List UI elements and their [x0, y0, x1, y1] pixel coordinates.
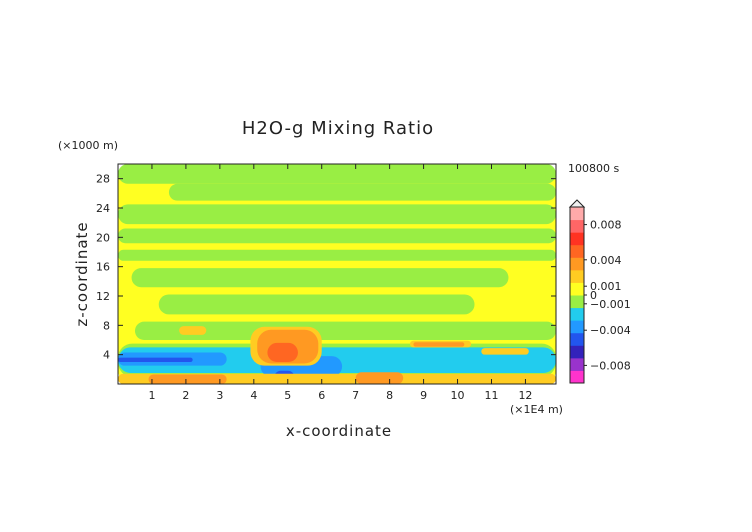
field-region-7	[158, 294, 475, 315]
colorbar-label: 0.004	[590, 254, 622, 267]
colorbar-segment	[570, 345, 584, 359]
field-region-23	[413, 342, 465, 347]
x-tick-label: 4	[250, 389, 257, 402]
x-tick-label: 3	[216, 389, 223, 402]
time-label: 100800 s	[568, 162, 619, 175]
colorbar-segment	[570, 282, 584, 296]
x-tick-label: 1	[148, 389, 155, 402]
x-tick-label: 2	[182, 389, 189, 402]
field-region-13	[118, 357, 193, 362]
y-axis: 4 8 12 16 20 24 28	[96, 173, 556, 362]
colorbar-segment	[570, 320, 584, 334]
colorbar-segment	[570, 370, 584, 384]
field-region-15	[118, 373, 556, 384]
colorbar-label: 0	[590, 289, 597, 302]
y-tick-label: 16	[96, 261, 110, 274]
colorbar-segment	[570, 269, 584, 283]
y-tick-label: 20	[96, 231, 110, 244]
colorbar-label: 0.008	[590, 219, 622, 232]
x-axis: 1 2 3 4 5 6 7 8 9 10 11 12	[148, 164, 532, 402]
y-tick-label: 8	[103, 319, 110, 332]
field-region-8	[134, 321, 556, 340]
y-axis-unit: (×1000 m)	[58, 139, 118, 152]
y-tick-label: 4	[103, 349, 110, 362]
field-region-19	[481, 348, 529, 355]
x-axis-title: x-coordinate	[286, 422, 392, 440]
colorbar	[568, 199, 586, 384]
x-tick-label: 5	[284, 389, 291, 402]
colorbar-segment	[570, 332, 584, 346]
x-tick-label: 10	[451, 389, 465, 402]
field-region-2	[168, 183, 556, 201]
field-region-1	[118, 164, 556, 184]
colorbar-segment	[570, 295, 584, 309]
field-region-17	[179, 326, 207, 335]
y-axis-title: z-coordinate	[73, 221, 91, 326]
colorbar-label: −0.008	[590, 359, 631, 372]
colorbar-segment	[570, 307, 584, 321]
colorbar-segment	[570, 207, 584, 221]
x-tick-label: 9	[420, 389, 427, 402]
colorbar-arrow	[568, 199, 586, 208]
colorbar-label: −0.001	[590, 298, 631, 311]
colorbar-segment	[570, 232, 584, 246]
y-tick-label: 28	[96, 173, 110, 186]
field-region-3	[118, 204, 556, 225]
colorbar-segment	[570, 357, 584, 371]
chart-title: H2O-g Mixing Ratio	[242, 118, 434, 139]
colorbar-segment	[570, 257, 584, 271]
y-tick-label: 24	[96, 202, 110, 215]
colorbar-label: −0.004	[590, 324, 631, 337]
field-region-6	[131, 268, 509, 288]
x-axis-unit: (×1E4 m)	[510, 403, 563, 416]
x-tick-label: 6	[318, 389, 325, 402]
field-region-21	[148, 374, 227, 384]
y-tick-label: 12	[96, 290, 110, 303]
field-region-4	[118, 228, 556, 244]
field-region-5	[118, 249, 556, 261]
colorbar-segment	[570, 219, 584, 233]
field-region-22	[355, 372, 404, 384]
plot-frame	[117, 163, 557, 385]
x-tick-label: 8	[386, 389, 393, 402]
x-tick-label: 12	[518, 389, 532, 402]
x-tick-label: 7	[352, 389, 359, 402]
colorbar-label: 0.001	[590, 280, 622, 293]
x-tick-label: 11	[484, 389, 498, 402]
colorbar-segment	[570, 244, 584, 258]
field-region-24	[267, 342, 298, 362]
plot-area	[118, 164, 556, 384]
